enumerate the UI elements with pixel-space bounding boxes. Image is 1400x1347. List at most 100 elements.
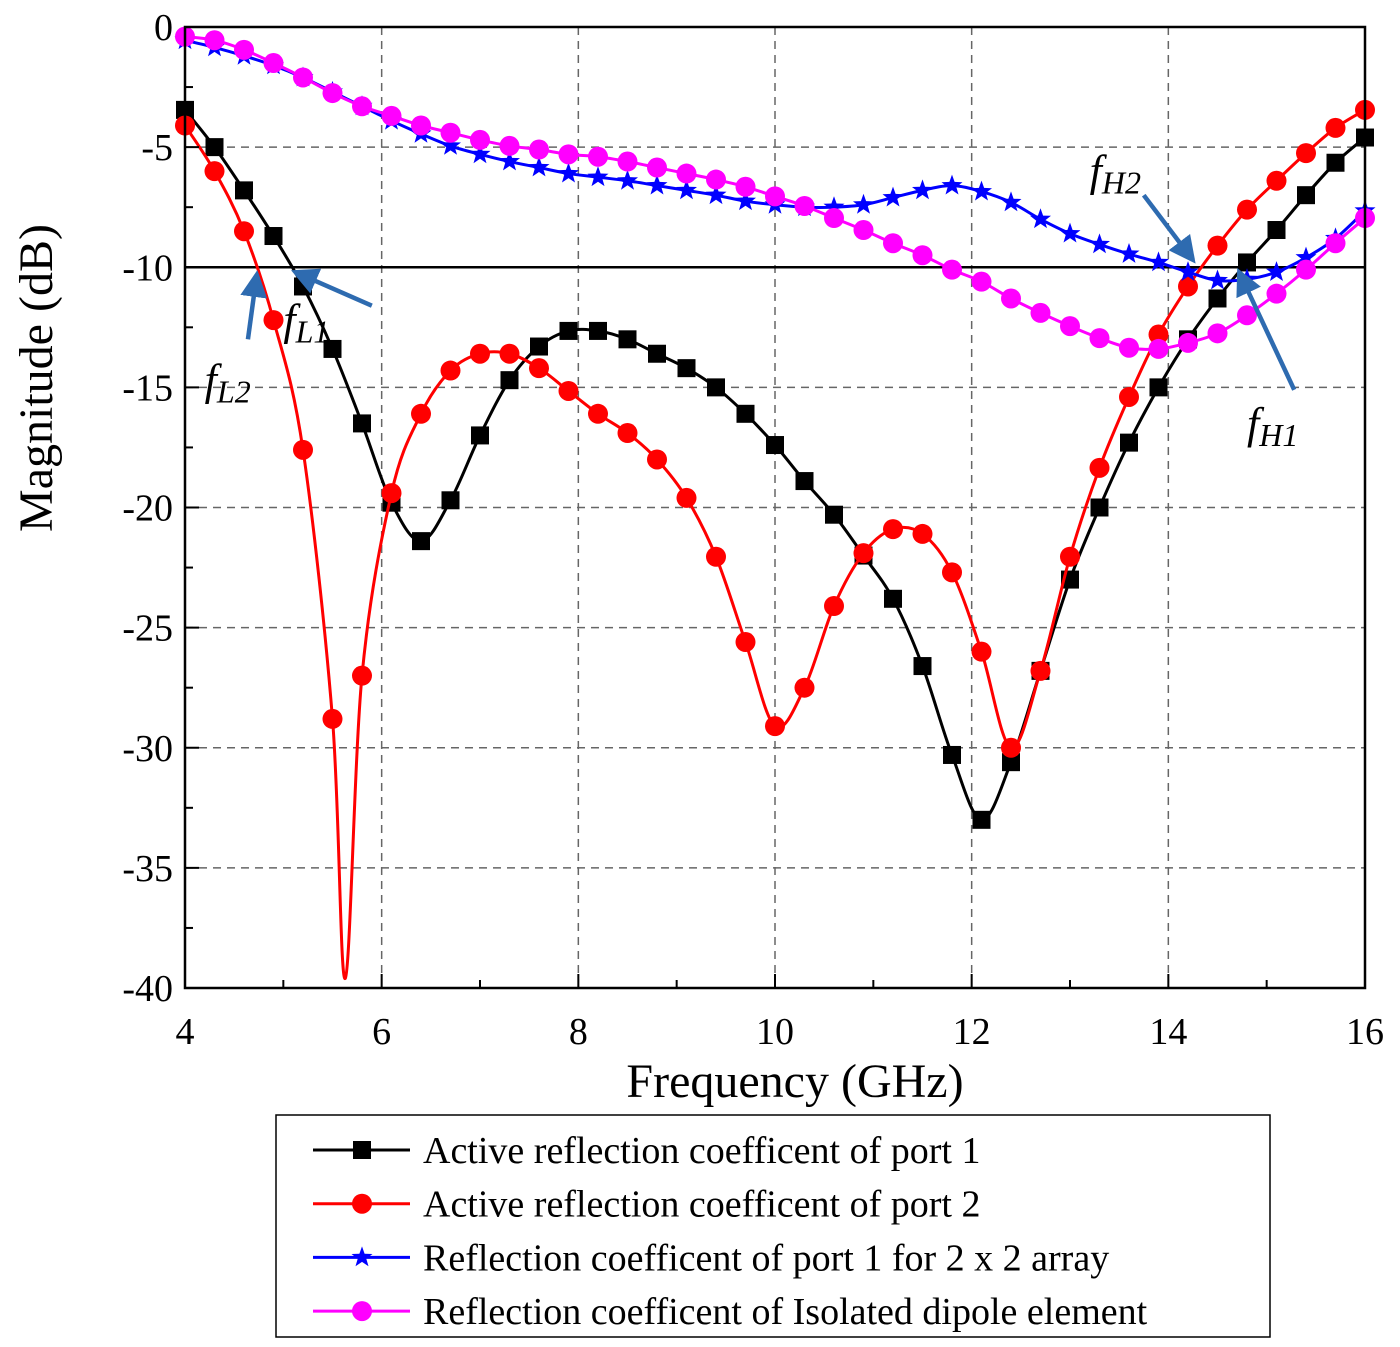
square-marker xyxy=(943,745,961,764)
square-marker xyxy=(235,181,253,200)
circle-marker xyxy=(558,380,579,401)
square-marker xyxy=(471,426,489,445)
circle-marker xyxy=(1148,324,1169,345)
star-marker xyxy=(1089,233,1110,254)
star-marker xyxy=(912,179,933,200)
square-marker xyxy=(589,321,607,340)
star-marker xyxy=(823,196,845,217)
square-marker xyxy=(1326,153,1345,172)
circle-marker xyxy=(1178,332,1198,353)
circle-marker xyxy=(617,423,638,444)
circle-marker xyxy=(1296,259,1316,280)
star-marker xyxy=(1177,261,1199,281)
circle-marker xyxy=(204,161,225,182)
square-marker xyxy=(323,339,342,358)
square-marker xyxy=(1120,433,1138,452)
circle-marker xyxy=(352,1301,372,1322)
circle-marker xyxy=(1325,233,1346,254)
circle-marker xyxy=(706,169,726,190)
series-4 xyxy=(175,26,1375,359)
x-tick-label: 6 xyxy=(372,1011,391,1053)
legend-item: Reflection coefficent of Isolated dipole… xyxy=(313,1291,1148,1333)
annotations: fL1 fL2 fH2 fH1 xyxy=(205,147,1299,453)
circle-marker xyxy=(971,641,992,662)
annotation-arrow xyxy=(240,269,268,340)
square-marker xyxy=(736,404,755,423)
circle-marker xyxy=(1001,288,1021,309)
circle-marker xyxy=(647,449,667,470)
square-marker xyxy=(707,378,725,397)
x-tick-label: 12 xyxy=(953,1011,991,1053)
circle-marker xyxy=(942,259,962,280)
annotation-label: fH2 xyxy=(1090,147,1141,201)
y-tick-label: -5 xyxy=(141,127,173,169)
circle-marker xyxy=(1060,546,1080,567)
circle-marker xyxy=(735,632,756,653)
square-marker xyxy=(500,371,519,390)
legend-label: Active reflection coefficent of port 2 xyxy=(423,1184,980,1226)
circle-marker xyxy=(263,53,284,74)
square-marker xyxy=(1297,186,1315,205)
star-marker xyxy=(558,162,579,183)
circle-marker xyxy=(912,523,933,544)
circle-marker xyxy=(1237,305,1257,326)
grid xyxy=(185,27,1365,988)
circle-marker xyxy=(883,233,903,254)
star-marker xyxy=(676,179,697,200)
star-marker xyxy=(853,193,874,214)
circle-marker xyxy=(411,115,431,136)
circle-marker xyxy=(1207,235,1228,256)
legend-box xyxy=(275,1114,1271,1338)
circle-marker xyxy=(1119,386,1139,407)
circle-marker xyxy=(1119,337,1139,358)
square-marker xyxy=(825,505,843,524)
circle-marker xyxy=(381,483,402,504)
square-marker xyxy=(1002,753,1020,772)
circle-marker xyxy=(794,195,815,216)
axis-ticks: 4 6 8 10 12 14 16 0 -5 -10 -15 -20 -25 -30 -35 -40 xyxy=(122,7,1384,1053)
series-1 xyxy=(176,100,1374,829)
circle-marker xyxy=(1030,302,1051,323)
star-marker xyxy=(1148,251,1169,272)
circle-marker xyxy=(824,596,844,617)
star-marker xyxy=(1000,191,1022,212)
circle-marker xyxy=(912,245,933,266)
square-marker xyxy=(412,532,430,551)
circle-marker xyxy=(234,39,254,60)
star-marker xyxy=(646,174,668,195)
circle-marker xyxy=(735,176,756,197)
y-tick-label: -15 xyxy=(122,367,173,409)
circle-marker xyxy=(765,716,785,737)
y-tick-label: -30 xyxy=(122,728,173,770)
circle-marker xyxy=(234,221,254,242)
circle-marker xyxy=(1237,199,1257,220)
circle-marker xyxy=(1266,170,1287,191)
square-marker xyxy=(884,589,902,608)
square-marker xyxy=(972,810,991,829)
circle-marker xyxy=(971,271,992,292)
x-tick-label: 4 xyxy=(176,1011,195,1053)
circle-marker xyxy=(706,546,726,567)
circle-marker xyxy=(588,146,608,167)
circle-marker xyxy=(824,207,844,228)
circle-marker xyxy=(263,310,284,331)
star-marker xyxy=(587,166,609,187)
circle-marker xyxy=(1178,276,1198,297)
circle-marker xyxy=(765,186,785,207)
circle-marker xyxy=(470,343,490,364)
x-tick-label: 8 xyxy=(569,1011,588,1053)
y-tick-label: -20 xyxy=(122,488,173,530)
square-marker xyxy=(1238,253,1256,272)
circle-marker xyxy=(1030,660,1051,681)
circle-marker xyxy=(322,708,343,729)
star-marker xyxy=(1266,261,1287,281)
circle-marker xyxy=(293,439,313,460)
circle-marker xyxy=(794,677,815,698)
legend-item: Active reflection coefficent of port 2 xyxy=(313,1184,980,1226)
circle-marker xyxy=(617,151,638,172)
y-axis-label: Magnitude (dB) xyxy=(10,224,63,532)
annotation-arrow xyxy=(1236,267,1297,391)
y-tick-label: -40 xyxy=(122,968,173,1010)
annotation-label: fL1 xyxy=(283,296,329,350)
star-marker xyxy=(469,143,491,164)
